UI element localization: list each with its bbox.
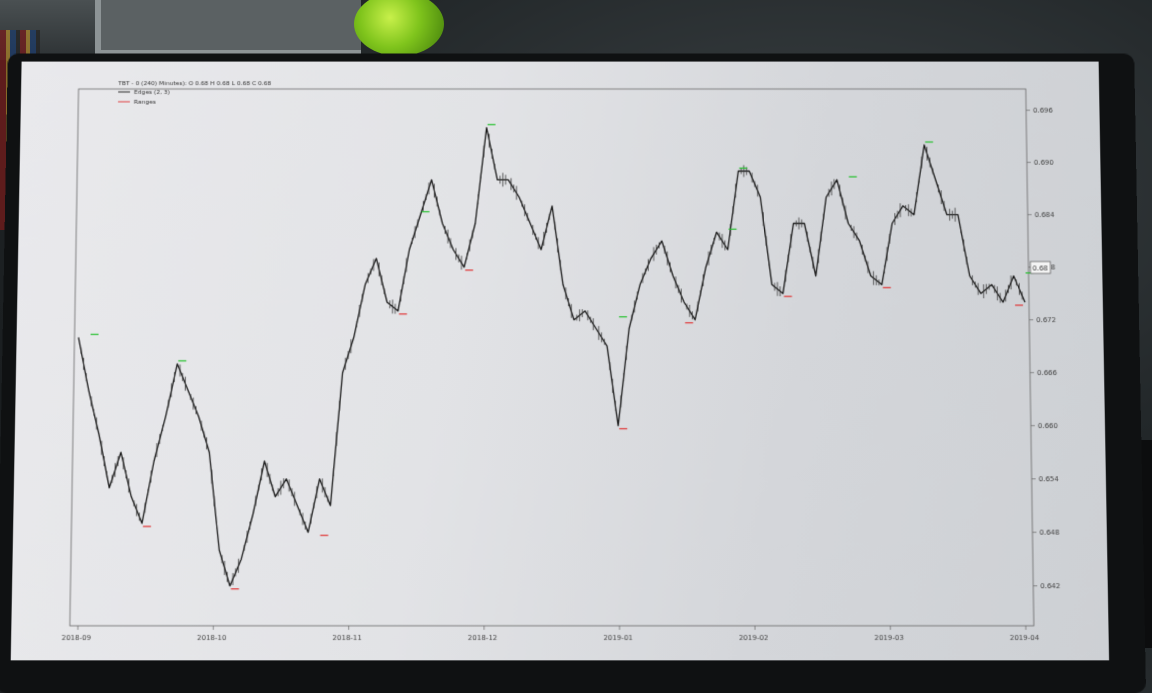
x-tick-label: 2019-01 <box>603 634 632 642</box>
y-tick-label: 0.666 <box>1037 369 1057 377</box>
legend-label-edges: Edges (2, 3) <box>134 89 170 96</box>
y-tick-label: 0.684 <box>1035 211 1056 219</box>
chart-legend: TBT - 0 (240) Minutes): O 0.68 H 0.68 L … <box>117 80 271 106</box>
y-tick-label: 0.642 <box>1040 582 1060 590</box>
monitor-screen: TBT - 0 (240) Minutes): O 0.68 H 0.68 L … <box>11 62 1109 661</box>
monitor-bezel: TBT - 0 (240) Minutes): O 0.68 H 0.68 L … <box>0 54 1146 693</box>
price-chart: TBT - 0 (240) Minutes): O 0.68 H 0.68 L … <box>11 62 1109 661</box>
x-tick-label: 2018-09 <box>62 634 92 642</box>
plot-frame <box>70 89 1034 626</box>
y-tick-label: 0.654 <box>1039 475 1060 483</box>
price-series-line <box>75 128 1030 586</box>
x-tick-label: 2018-10 <box>197 634 227 642</box>
y-tick-label: 0.672 <box>1036 316 1056 324</box>
legend-label-ranges: Ranges <box>134 99 156 106</box>
legend-header: TBT - 0 (240) Minutes): O 0.68 H 0.68 L … <box>117 80 271 87</box>
y-tick-label: 0.696 <box>1033 107 1053 115</box>
background-shelf-edge <box>95 0 361 56</box>
y-tick-label: 0.660 <box>1038 422 1058 430</box>
x-tick-label: 2018-11 <box>332 634 361 642</box>
y-tick-label: 0.648 <box>1039 529 1059 537</box>
x-tick-label: 2019-02 <box>739 634 768 642</box>
x-tick-label: 2018-12 <box>468 634 497 642</box>
y-tick-label: 0.690 <box>1034 159 1054 167</box>
current-value-box: 0.68 <box>1030 262 1050 274</box>
x-tick-label: 2019-04 <box>1010 634 1040 642</box>
x-tick-label: 2019-03 <box>874 634 904 642</box>
green-ball-object <box>354 0 444 56</box>
current-value-label: 0.68 <box>1032 264 1048 272</box>
price-series-wicks <box>77 134 1026 585</box>
